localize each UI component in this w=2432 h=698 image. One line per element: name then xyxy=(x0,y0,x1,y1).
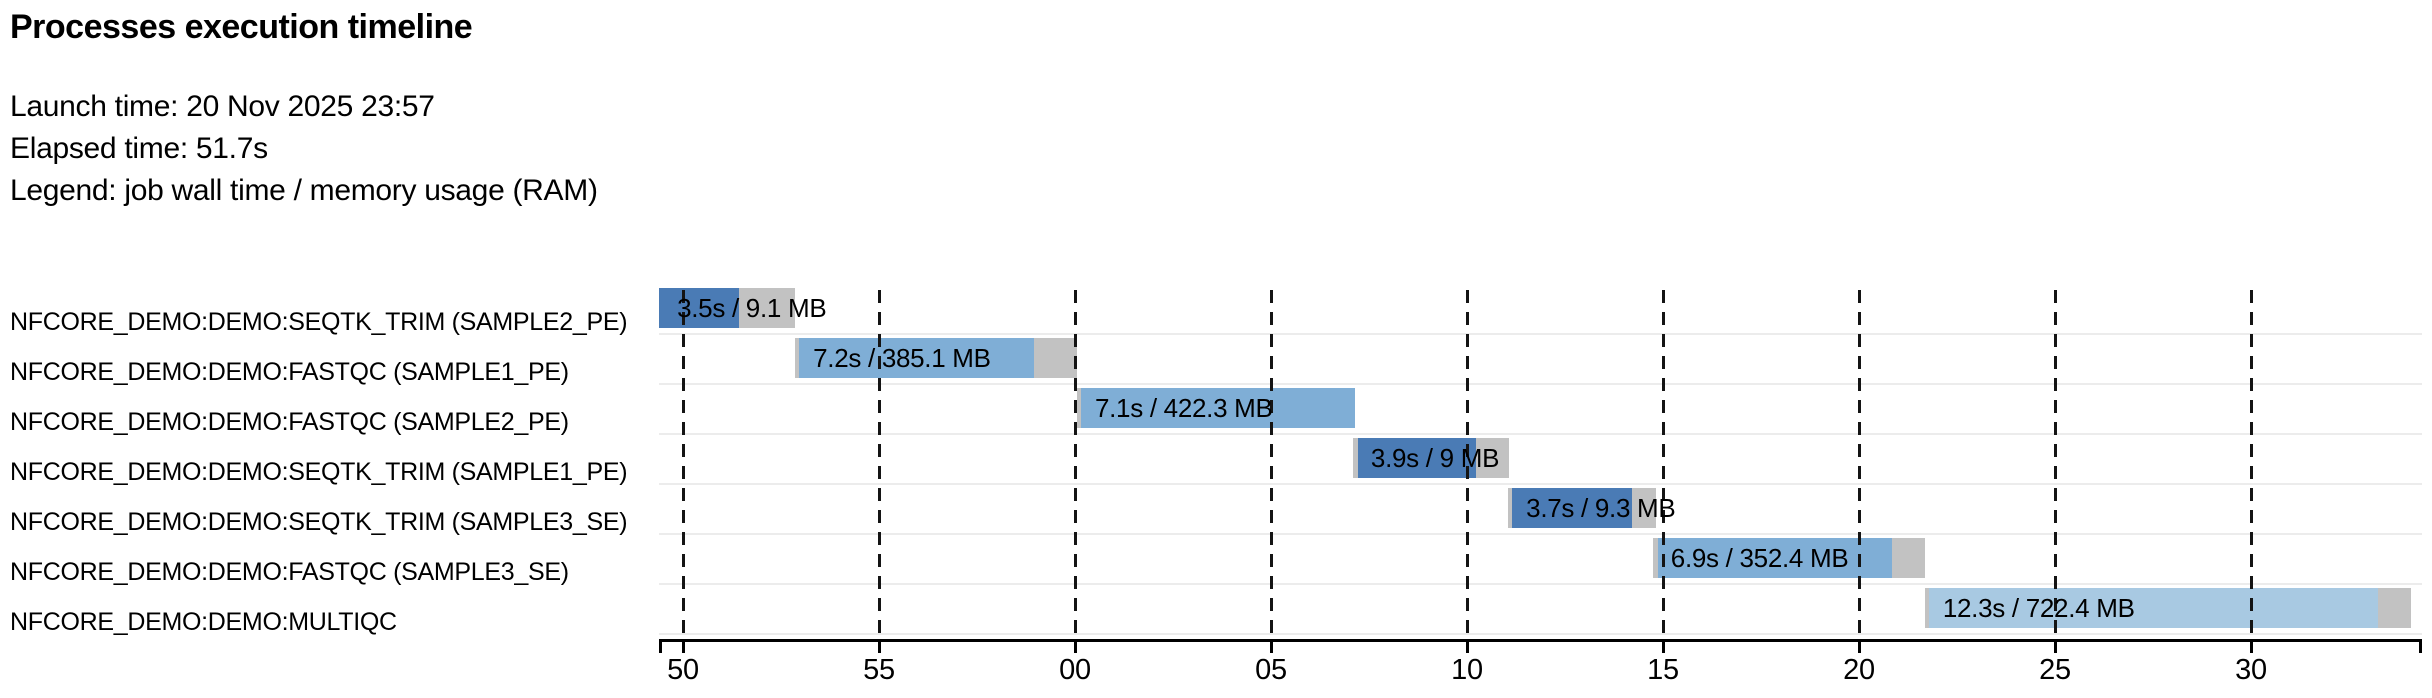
grid-line xyxy=(1465,290,1469,637)
x-axis-start-cap xyxy=(659,639,663,653)
task-bar-run-segment xyxy=(659,288,740,328)
process-label: NFCORE_DEMO:DEMO:MULTIQC xyxy=(10,608,397,636)
x-axis-tick xyxy=(1857,639,1861,653)
task-bar-overhead-segment xyxy=(1033,338,1077,378)
x-axis-tick-label: 00 xyxy=(1059,654,1091,686)
grid-line xyxy=(2249,290,2253,637)
task-bar-label: 3.5s / 9.1 MB xyxy=(677,293,827,323)
x-axis-tick xyxy=(1661,639,1665,653)
task-bar-overhead-segment xyxy=(1632,488,1656,528)
grid-line xyxy=(1661,290,1665,637)
row-separator xyxy=(659,333,2422,335)
x-axis-tick xyxy=(2249,639,2253,653)
row-separator xyxy=(659,383,2422,385)
task-bar-label: 7.1s / 422.3 MB xyxy=(1094,393,1273,423)
elapsed-time-line: Elapsed time: 51.7s xyxy=(10,132,268,165)
task-bar-label: 7.2s / 385.1 MB xyxy=(813,343,991,373)
task-bar-overhead-segment xyxy=(1891,538,1925,578)
x-axis-tick-label: 10 xyxy=(1451,654,1483,686)
task-bar-overhead-segment xyxy=(739,288,796,328)
x-axis-tick xyxy=(1269,639,1273,653)
task-bar-run-segment xyxy=(1358,438,1476,478)
row-separator xyxy=(659,583,2422,585)
task-bar-label: 3.9s / 9 MB xyxy=(1370,443,1500,473)
x-axis-tick-label: 50 xyxy=(667,654,699,686)
legend-line: Legend: job wall time / memory usage (RA… xyxy=(10,174,598,207)
task-bar-wait-segment xyxy=(1352,438,1359,478)
task-bar-run-segment xyxy=(1080,388,1355,428)
report-meta: Launch time: 20 Nov 2025 23:57 Elapsed t… xyxy=(10,86,598,212)
process-label: NFCORE_DEMO:DEMO:FASTQC (SAMPLE2_PE) xyxy=(10,408,569,436)
task-bar-overhead-segment xyxy=(1476,438,1509,478)
task-bar-wait-segment xyxy=(1508,488,1513,528)
x-axis-tick xyxy=(1073,639,1077,653)
x-axis-tick xyxy=(2053,639,2057,653)
task-bar-label: 6.9s / 352.4 MB xyxy=(1670,543,1849,573)
process-label: NFCORE_DEMO:DEMO:SEQTK_TRIM (SAMPLE3_SE) xyxy=(10,508,628,536)
x-axis-tick-label: 30 xyxy=(2235,654,2267,686)
grid-line xyxy=(681,290,685,637)
x-axis-tick-label: 05 xyxy=(1255,654,1287,686)
x-axis-tick-label: 25 xyxy=(2039,654,2071,686)
x-axis-tick xyxy=(681,639,685,653)
task-bar-run-segment xyxy=(1929,588,2378,628)
process-label: NFCORE_DEMO:DEMO:SEQTK_TRIM (SAMPLE2_PE) xyxy=(10,308,628,336)
process-label: NFCORE_DEMO:DEMO:FASTQC (SAMPLE3_SE) xyxy=(10,558,569,586)
page-title: Processes execution timeline xyxy=(10,8,473,46)
launch-time-line: Launch time: 20 Nov 2025 23:57 xyxy=(10,90,435,123)
row-separator xyxy=(659,433,2422,435)
task-bar-wait-segment xyxy=(795,338,800,378)
row-separator xyxy=(659,633,2422,635)
grid-line xyxy=(1073,290,1077,637)
task-bar-label: 3.7s / 9.3 MB xyxy=(1526,493,1676,523)
grid-line xyxy=(2053,290,2057,637)
process-label: NFCORE_DEMO:DEMO:SEQTK_TRIM (SAMPLE1_PE) xyxy=(10,458,628,486)
task-bar-run-segment xyxy=(1512,488,1633,528)
task-bar-run-segment xyxy=(799,338,1034,378)
grid-line xyxy=(1269,290,1273,637)
task-bar-run-segment xyxy=(1657,538,1892,578)
x-axis-tick-label: 20 xyxy=(1843,654,1875,686)
grid-line xyxy=(877,290,881,637)
row-separator xyxy=(659,533,2422,535)
task-bar-overhead-segment xyxy=(2378,588,2411,628)
x-axis-line xyxy=(659,639,2422,642)
process-label: NFCORE_DEMO:DEMO:FASTQC (SAMPLE1_PE) xyxy=(10,358,569,386)
x-axis-tick xyxy=(1465,639,1469,653)
x-axis-tick-label: 15 xyxy=(1647,654,1679,686)
task-bar-wait-segment xyxy=(1076,388,1081,428)
grid-line xyxy=(1857,290,1861,637)
row-separator xyxy=(659,483,2422,485)
task-bar-label: 12.3s / 722.4 MB xyxy=(1942,593,2135,623)
task-bar-wait-segment xyxy=(1652,538,1658,578)
task-bar-wait-segment xyxy=(1924,588,1930,628)
x-axis-tick xyxy=(877,639,881,653)
x-axis-end-cap xyxy=(2418,639,2422,653)
x-axis-tick-label: 55 xyxy=(863,654,895,686)
